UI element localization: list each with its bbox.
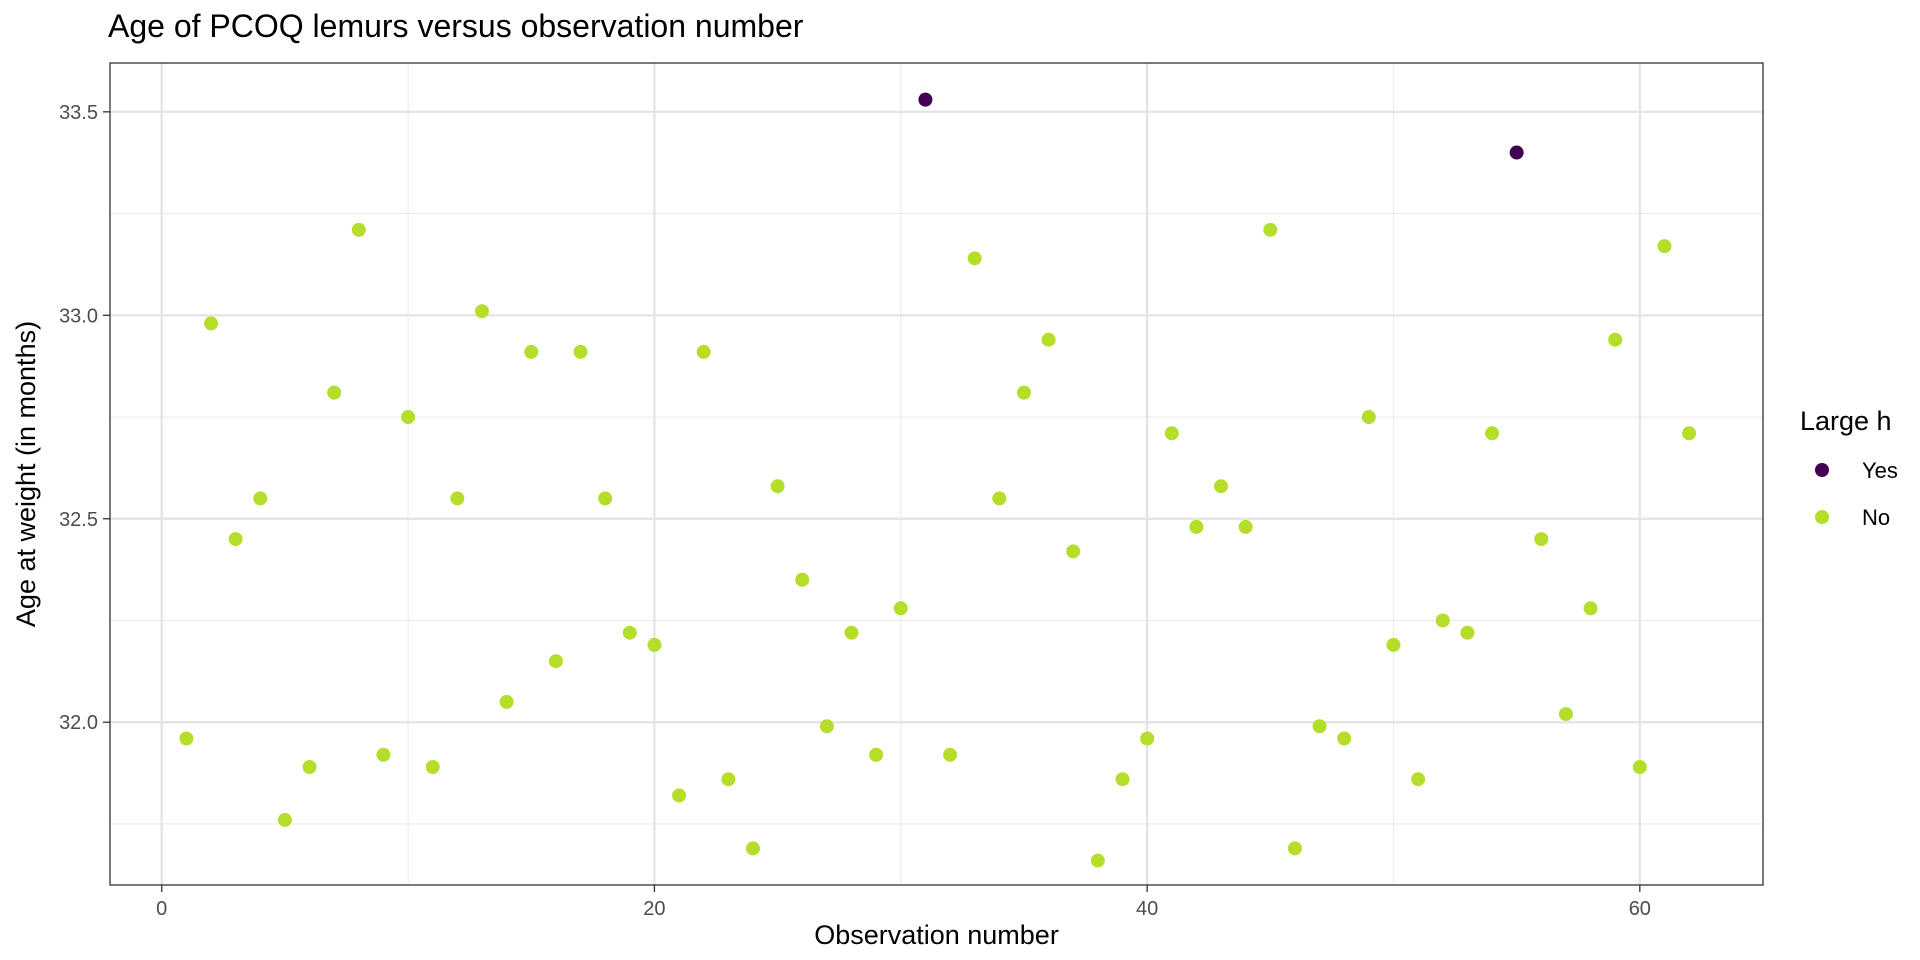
grid-minor	[110, 63, 1763, 885]
data-point-no	[450, 491, 465, 506]
data-point-no	[204, 316, 219, 331]
x-tick-label: 60	[1629, 898, 1651, 920]
data-point-no	[376, 747, 391, 762]
data-point-no	[795, 572, 810, 587]
y-tick-label: 33.5	[59, 102, 98, 124]
data-point-no	[474, 304, 489, 319]
data-point-no	[1312, 719, 1327, 734]
x-axis-title: Observation number	[814, 920, 1059, 950]
legend-label-yes: Yes	[1862, 458, 1898, 483]
data-point-no	[647, 637, 662, 652]
data-point-no	[1164, 426, 1179, 441]
data-point-no	[1435, 613, 1450, 628]
data-point-no	[1485, 426, 1500, 441]
data-point-no	[869, 747, 884, 762]
data-point-no	[401, 410, 416, 425]
grid-major	[110, 63, 1763, 885]
data-point-no	[598, 491, 613, 506]
data-point-no	[1238, 519, 1253, 534]
plot-panel-border	[109, 62, 1764, 886]
data-point-no	[672, 788, 687, 803]
data-point-no	[770, 479, 785, 494]
data-point-no	[1657, 239, 1672, 254]
data-point-no	[499, 694, 514, 709]
data-point-no	[548, 654, 563, 669]
data-point-no	[1558, 707, 1573, 722]
data-point-no	[1460, 625, 1475, 640]
data-point-no	[1287, 841, 1302, 856]
data-point-no	[302, 759, 317, 774]
data-point-no	[1214, 479, 1229, 494]
data-point-no	[1534, 532, 1549, 547]
legend-label-no: No	[1862, 505, 1890, 530]
data-point-no	[1263, 222, 1278, 237]
data-point-no	[425, 759, 440, 774]
data-point-no	[992, 491, 1007, 506]
legend: Large h Yes No	[1800, 406, 1898, 530]
data-point-no	[1115, 772, 1130, 787]
data-point-no	[819, 719, 834, 734]
legend-key-yes	[1815, 463, 1829, 477]
data-point-no	[573, 344, 588, 359]
y-axis: 32.0 32.5 33.0 33.5	[59, 102, 110, 734]
y-tick-label: 32.5	[59, 509, 98, 531]
data-point-no	[1016, 385, 1031, 400]
data-point-no	[1337, 731, 1352, 746]
data-points	[179, 92, 1697, 868]
data-point-yes	[918, 92, 933, 107]
x-tick-label: 40	[1136, 898, 1158, 920]
data-point-no	[327, 385, 342, 400]
data-point-no	[1386, 637, 1401, 652]
y-tick-label: 33.0	[59, 305, 98, 327]
legend-title: Large h	[1800, 406, 1892, 436]
y-axis-title: Age at weight (in months)	[11, 321, 41, 627]
data-point-no	[1608, 332, 1623, 347]
x-tick-label: 0	[156, 898, 167, 920]
chart-title: Age of PCOQ lemurs versus observation nu…	[108, 8, 804, 44]
data-point-no	[893, 601, 908, 616]
data-point-no	[721, 772, 736, 787]
data-point-no	[1140, 731, 1155, 746]
data-point-no	[228, 532, 243, 547]
x-axis: 0 20 40 60	[156, 885, 1651, 920]
data-point-no	[1632, 759, 1647, 774]
data-point-no	[524, 344, 539, 359]
data-point-no	[1583, 601, 1598, 616]
data-point-no	[844, 625, 859, 640]
data-point-no	[1361, 410, 1376, 425]
data-point-no	[943, 747, 958, 762]
data-point-no	[745, 841, 760, 856]
data-point-no	[1041, 332, 1056, 347]
x-tick-label: 20	[643, 898, 665, 920]
data-point-no	[1090, 853, 1105, 868]
data-point-no	[1066, 544, 1081, 559]
data-point-no	[277, 812, 292, 827]
y-tick-label: 32.0	[59, 712, 98, 734]
data-point-no	[253, 491, 268, 506]
data-point-yes	[1509, 145, 1524, 160]
data-point-no	[1411, 772, 1426, 787]
data-point-no	[622, 625, 637, 640]
data-point-no	[351, 222, 366, 237]
data-point-no	[179, 731, 194, 746]
data-point-no	[1189, 519, 1204, 534]
legend-key-no	[1815, 510, 1829, 524]
data-point-no	[1682, 426, 1697, 441]
data-point-no	[696, 344, 711, 359]
data-point-no	[967, 251, 982, 266]
